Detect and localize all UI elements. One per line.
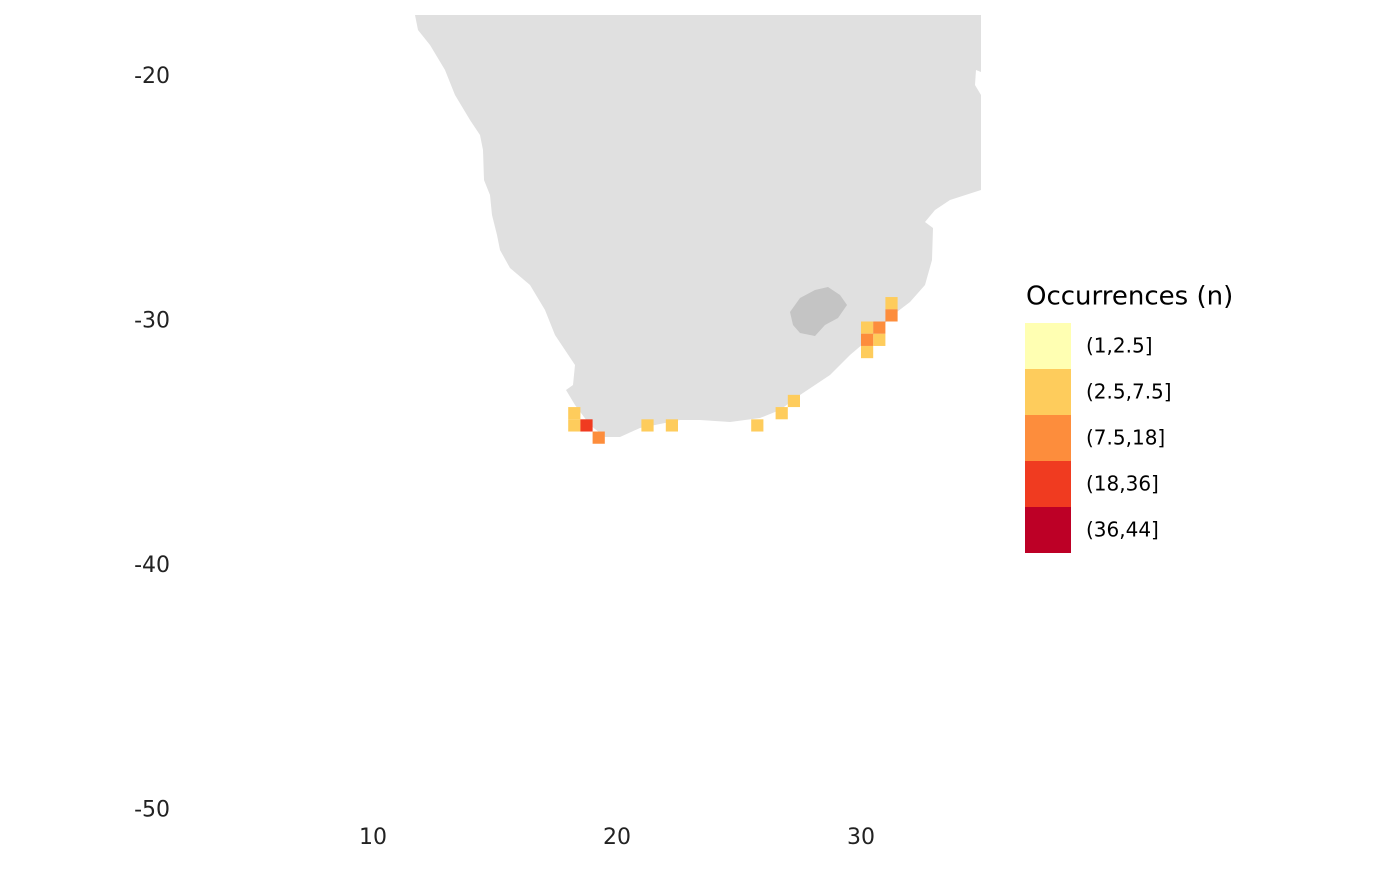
legend-label: (18,36] [1086,472,1159,496]
occurrence-cell [568,407,581,420]
y-tick-label: -30 [134,309,170,334]
occurrence-cell [873,333,886,346]
x-tick-label: 10 [359,825,387,850]
occurrence-cell [861,333,874,346]
occurrence-cell [861,345,874,359]
legend-key [1025,507,1071,553]
legend-label: (1,2.5] [1086,334,1153,358]
legend-key [1025,461,1071,507]
occurrence-cell [751,419,764,432]
lesotho [790,287,847,336]
occurrence-cell [885,309,898,322]
legend-label: (2.5,7.5] [1086,380,1172,404]
occurrence-cell [775,407,788,420]
y-tick-label: -20 [134,64,170,89]
occurrence-cell [885,297,898,310]
legend-label: (7.5,18] [1086,426,1165,450]
legend-key [1025,323,1071,369]
legend-title: Occurrences (n) [1026,282,1233,312]
occurrence-cell [580,419,593,432]
land [415,15,981,437]
occurrence-cell [787,394,800,408]
y-tick-label: -50 [134,798,170,823]
occurrence-cell [592,431,605,444]
occurrence-cell [873,321,886,334]
x-tick-label: 30 [847,825,875,850]
y-tick-label: -40 [134,553,170,578]
legend-key [1025,415,1071,461]
legend-key [1025,369,1071,415]
occurrence-cell [665,419,678,432]
occurrence-cell [861,321,874,334]
x-tick-label: 20 [603,825,631,850]
legend-label: (36,44] [1086,518,1159,542]
occurrence-cell [568,419,581,432]
occurrence-cell [641,419,654,432]
cells [568,297,898,444]
